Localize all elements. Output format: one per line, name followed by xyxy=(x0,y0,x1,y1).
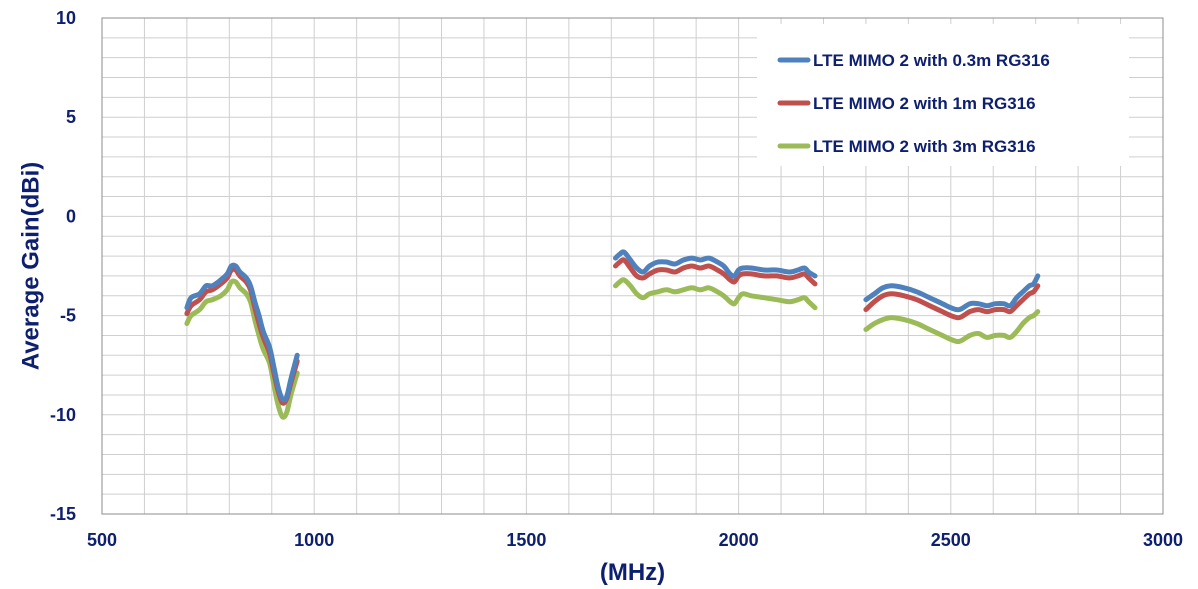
legend-entry: LTE MIMO 2 with 0.3m RG316 xyxy=(813,51,1050,70)
y-axis-label: Average Gain(dBi) xyxy=(17,162,44,371)
x-tick-label: 1000 xyxy=(294,530,334,550)
series-2-line-segment-3 xyxy=(863,283,1041,321)
x-tick-label: 2500 xyxy=(931,530,971,550)
y-tick-label: 10 xyxy=(56,8,76,28)
legend: LTE MIMO 2 with 0.3m RG316 LTE MIMO 2 wit… xyxy=(757,24,1129,166)
series-1-line-segment-2 xyxy=(613,249,818,279)
series-1-line-segment-1 xyxy=(184,262,300,403)
y-axis-ticks: -15 -10 -5 0 5 10 xyxy=(50,8,76,524)
x-tick-label: 3000 xyxy=(1143,530,1183,550)
x-tick-label: 500 xyxy=(87,530,117,550)
y-tick-label: -10 xyxy=(50,405,76,425)
x-axis-ticks: 500 1000 1500 2000 2500 3000 xyxy=(87,530,1183,550)
series-3-line-segment-1 xyxy=(184,278,300,420)
legend-background xyxy=(757,24,1129,166)
x-axis-label: (MHz) xyxy=(600,559,665,586)
y-tick-label: -5 xyxy=(60,306,76,326)
series-2-line-segment-2 xyxy=(613,257,818,287)
plot-area xyxy=(101,17,1164,515)
y-tick-label: 0 xyxy=(66,206,76,226)
series-1-line-segment-3 xyxy=(863,273,1041,313)
legend-entry: LTE MIMO 2 with 3m RG316 xyxy=(813,137,1036,156)
series-1 xyxy=(184,249,1041,403)
series-3-line-segment-3 xyxy=(863,309,1041,345)
y-tick-label: -15 xyxy=(50,504,76,524)
series-layer xyxy=(184,249,1041,420)
series-3-line-segment-2 xyxy=(613,277,818,311)
x-tick-label: 1500 xyxy=(506,530,546,550)
series-3 xyxy=(184,277,1041,420)
legend-entry: LTE MIMO 2 with 1m RG316 xyxy=(813,94,1036,113)
x-tick-label: 2000 xyxy=(719,530,759,550)
y-tick-label: 5 xyxy=(66,107,76,127)
